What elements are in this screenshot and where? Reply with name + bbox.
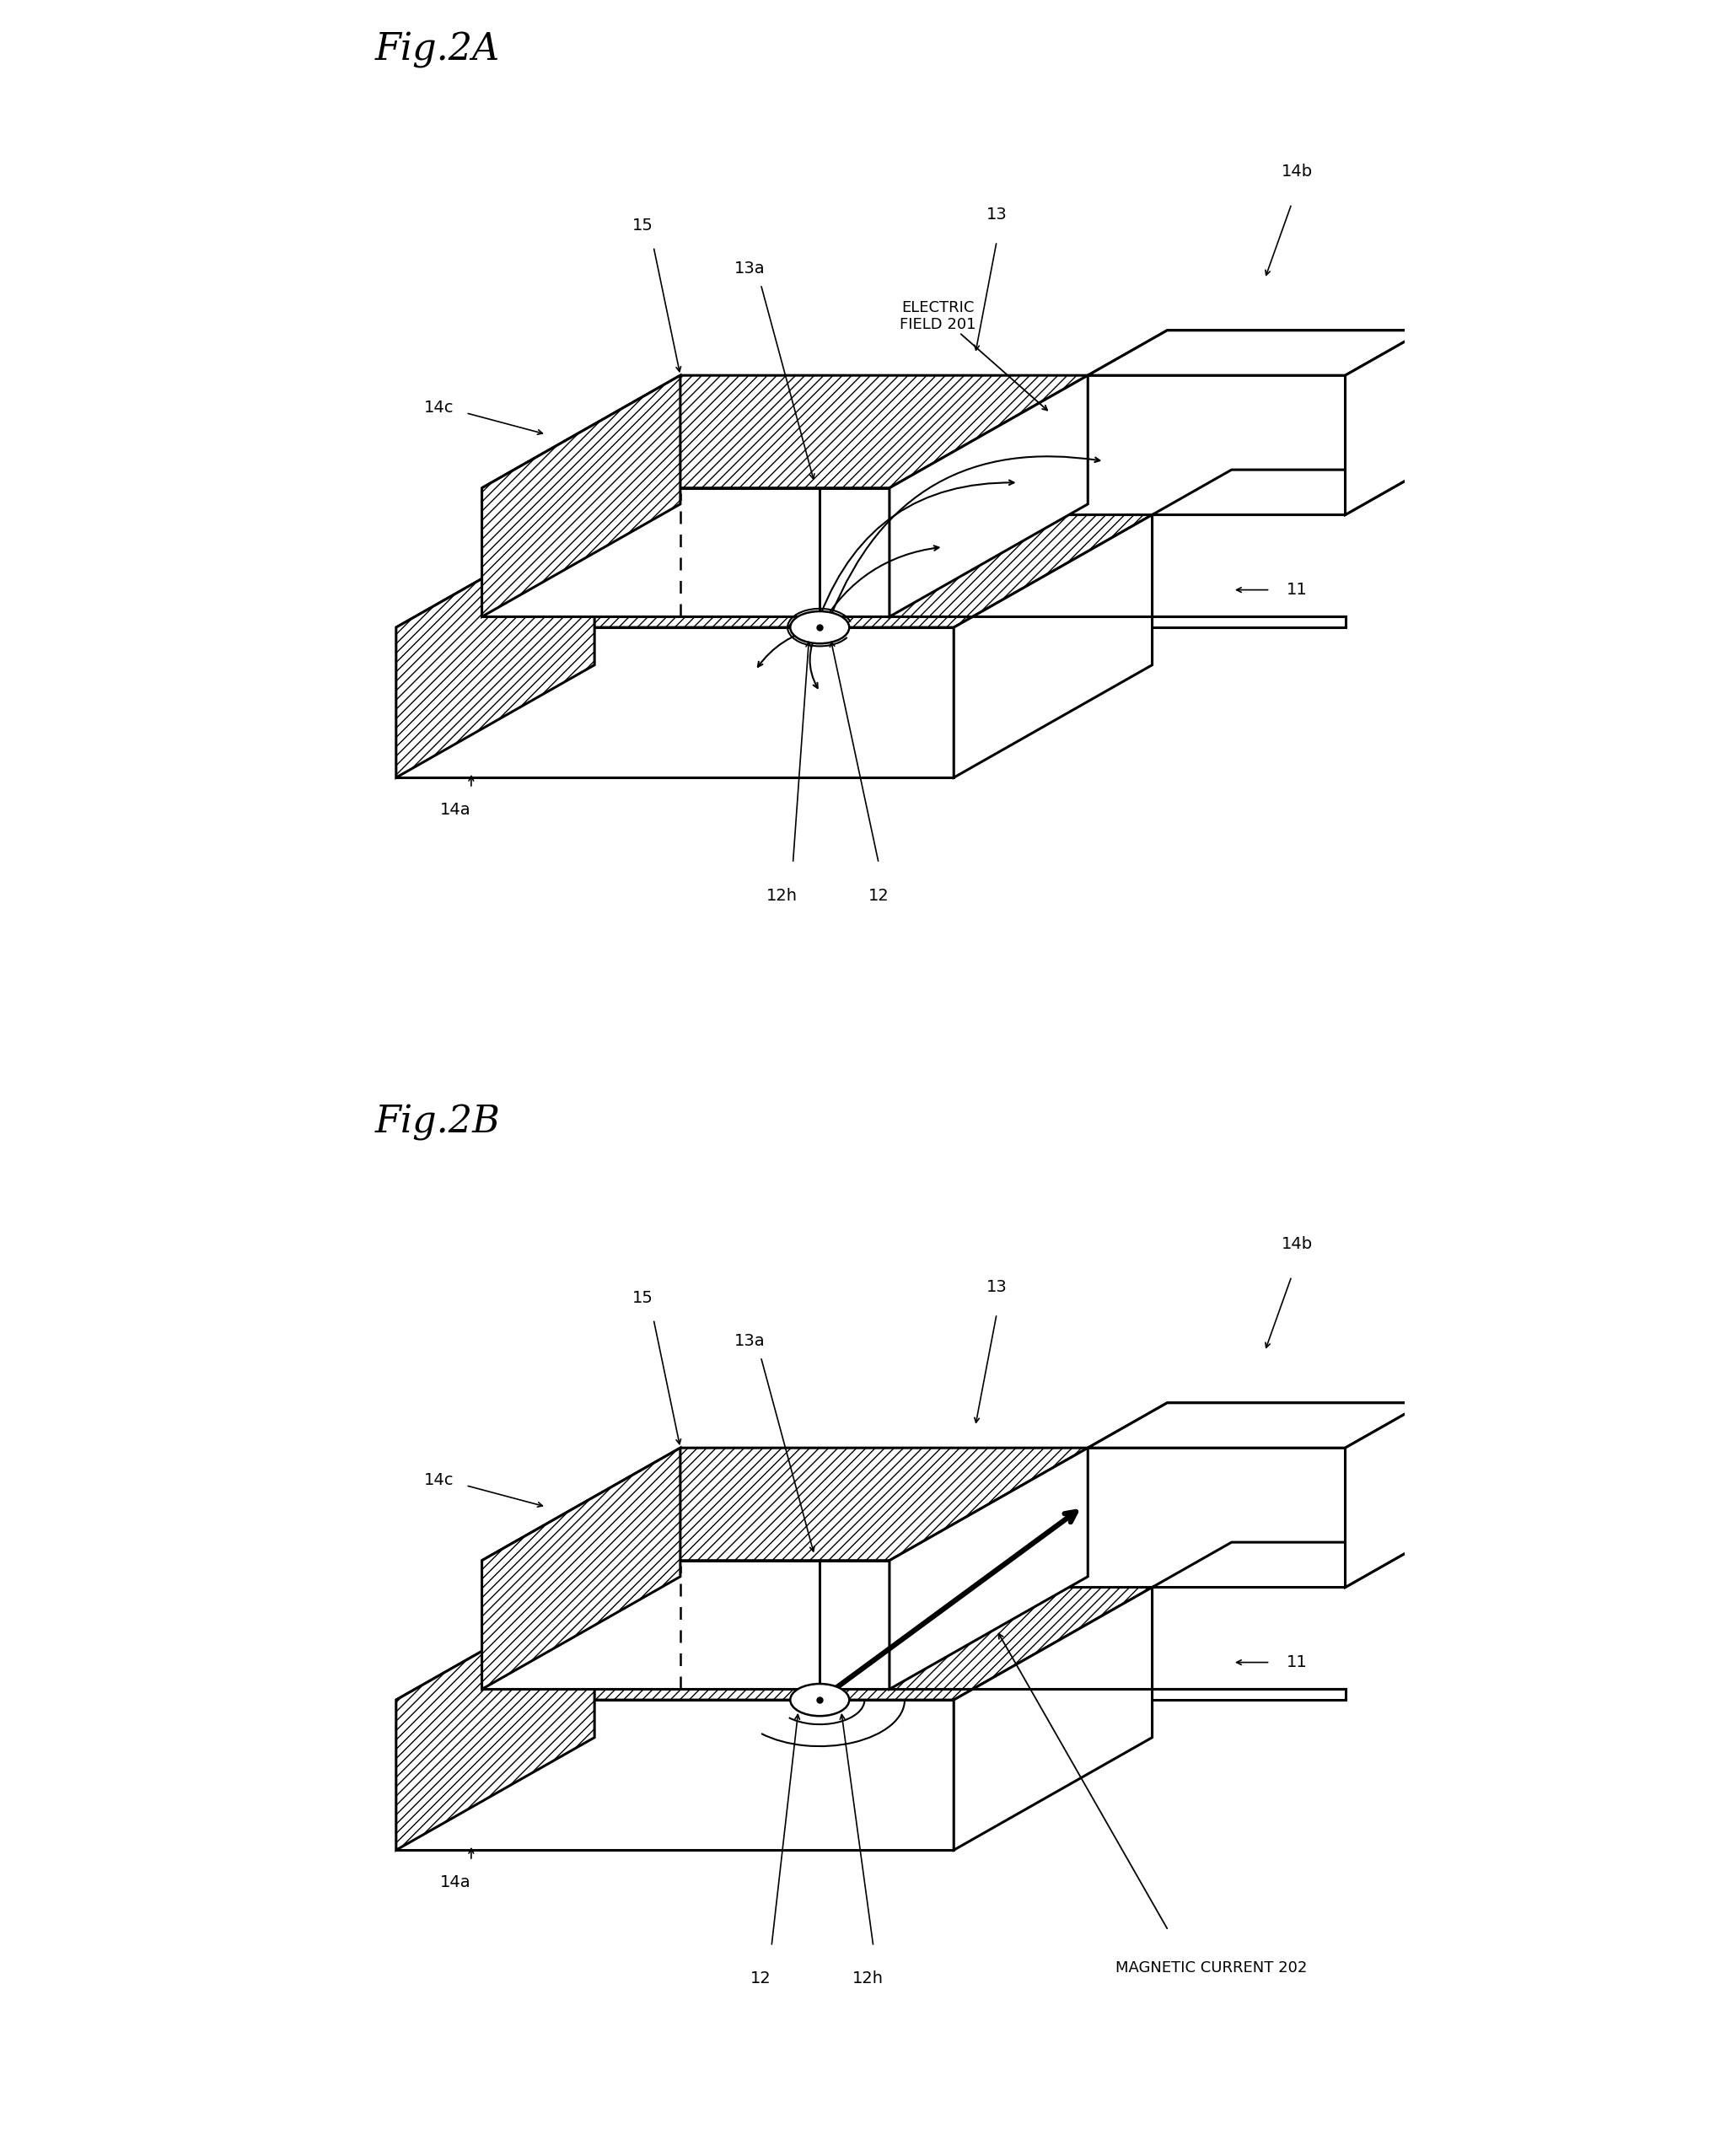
- Ellipse shape: [790, 611, 849, 644]
- Text: Fig.2B: Fig.2B: [375, 1105, 500, 1141]
- Text: 12h: 12h: [852, 1971, 884, 1986]
- Text: MAGNETIC CURRENT 202: MAGNETIC CURRENT 202: [1115, 1961, 1307, 1976]
- Polygon shape: [483, 375, 1088, 487]
- Polygon shape: [1088, 330, 1425, 375]
- Text: 14a: 14a: [439, 802, 470, 817]
- Polygon shape: [483, 1448, 681, 1690]
- Polygon shape: [483, 487, 889, 618]
- Text: 14c: 14c: [424, 1471, 455, 1489]
- Polygon shape: [953, 1587, 1153, 1849]
- Text: 14c: 14c: [424, 399, 455, 416]
- Text: Fig.2A: Fig.2A: [375, 32, 500, 69]
- Text: 12: 12: [868, 888, 889, 903]
- Text: 14a: 14a: [439, 1875, 470, 1890]
- Polygon shape: [1088, 1403, 1425, 1448]
- Text: 13: 13: [986, 1278, 1007, 1296]
- Text: 14b: 14b: [1281, 163, 1312, 180]
- Text: 13: 13: [986, 206, 1007, 223]
- Polygon shape: [396, 626, 953, 776]
- Polygon shape: [483, 1562, 889, 1690]
- Polygon shape: [953, 515, 1153, 776]
- Text: 14b: 14b: [1281, 1236, 1312, 1253]
- Polygon shape: [1345, 330, 1425, 515]
- Text: 15: 15: [632, 1289, 653, 1306]
- Text: 11: 11: [1286, 1654, 1307, 1671]
- Text: 12h: 12h: [767, 888, 799, 903]
- Polygon shape: [1153, 1542, 1425, 1587]
- Polygon shape: [396, 1587, 1153, 1699]
- Polygon shape: [889, 375, 1088, 618]
- Text: ELECTRIC
FIELD 201: ELECTRIC FIELD 201: [899, 300, 976, 332]
- Polygon shape: [1345, 1403, 1425, 1587]
- Polygon shape: [396, 515, 1153, 626]
- Text: 12: 12: [750, 1971, 771, 1986]
- Text: 13a: 13a: [734, 260, 766, 277]
- Polygon shape: [889, 1690, 1345, 1699]
- Polygon shape: [1153, 470, 1425, 515]
- Polygon shape: [1088, 1403, 1425, 1448]
- Ellipse shape: [790, 1684, 849, 1716]
- Polygon shape: [1088, 330, 1425, 375]
- Polygon shape: [483, 375, 681, 618]
- Polygon shape: [889, 1448, 1088, 1690]
- Polygon shape: [889, 618, 1345, 626]
- Polygon shape: [483, 1448, 1088, 1562]
- Text: 11: 11: [1286, 581, 1307, 598]
- Polygon shape: [396, 515, 594, 776]
- Polygon shape: [396, 1587, 594, 1849]
- Text: 13a: 13a: [734, 1332, 766, 1349]
- Text: 15: 15: [632, 217, 653, 234]
- Polygon shape: [396, 1699, 953, 1849]
